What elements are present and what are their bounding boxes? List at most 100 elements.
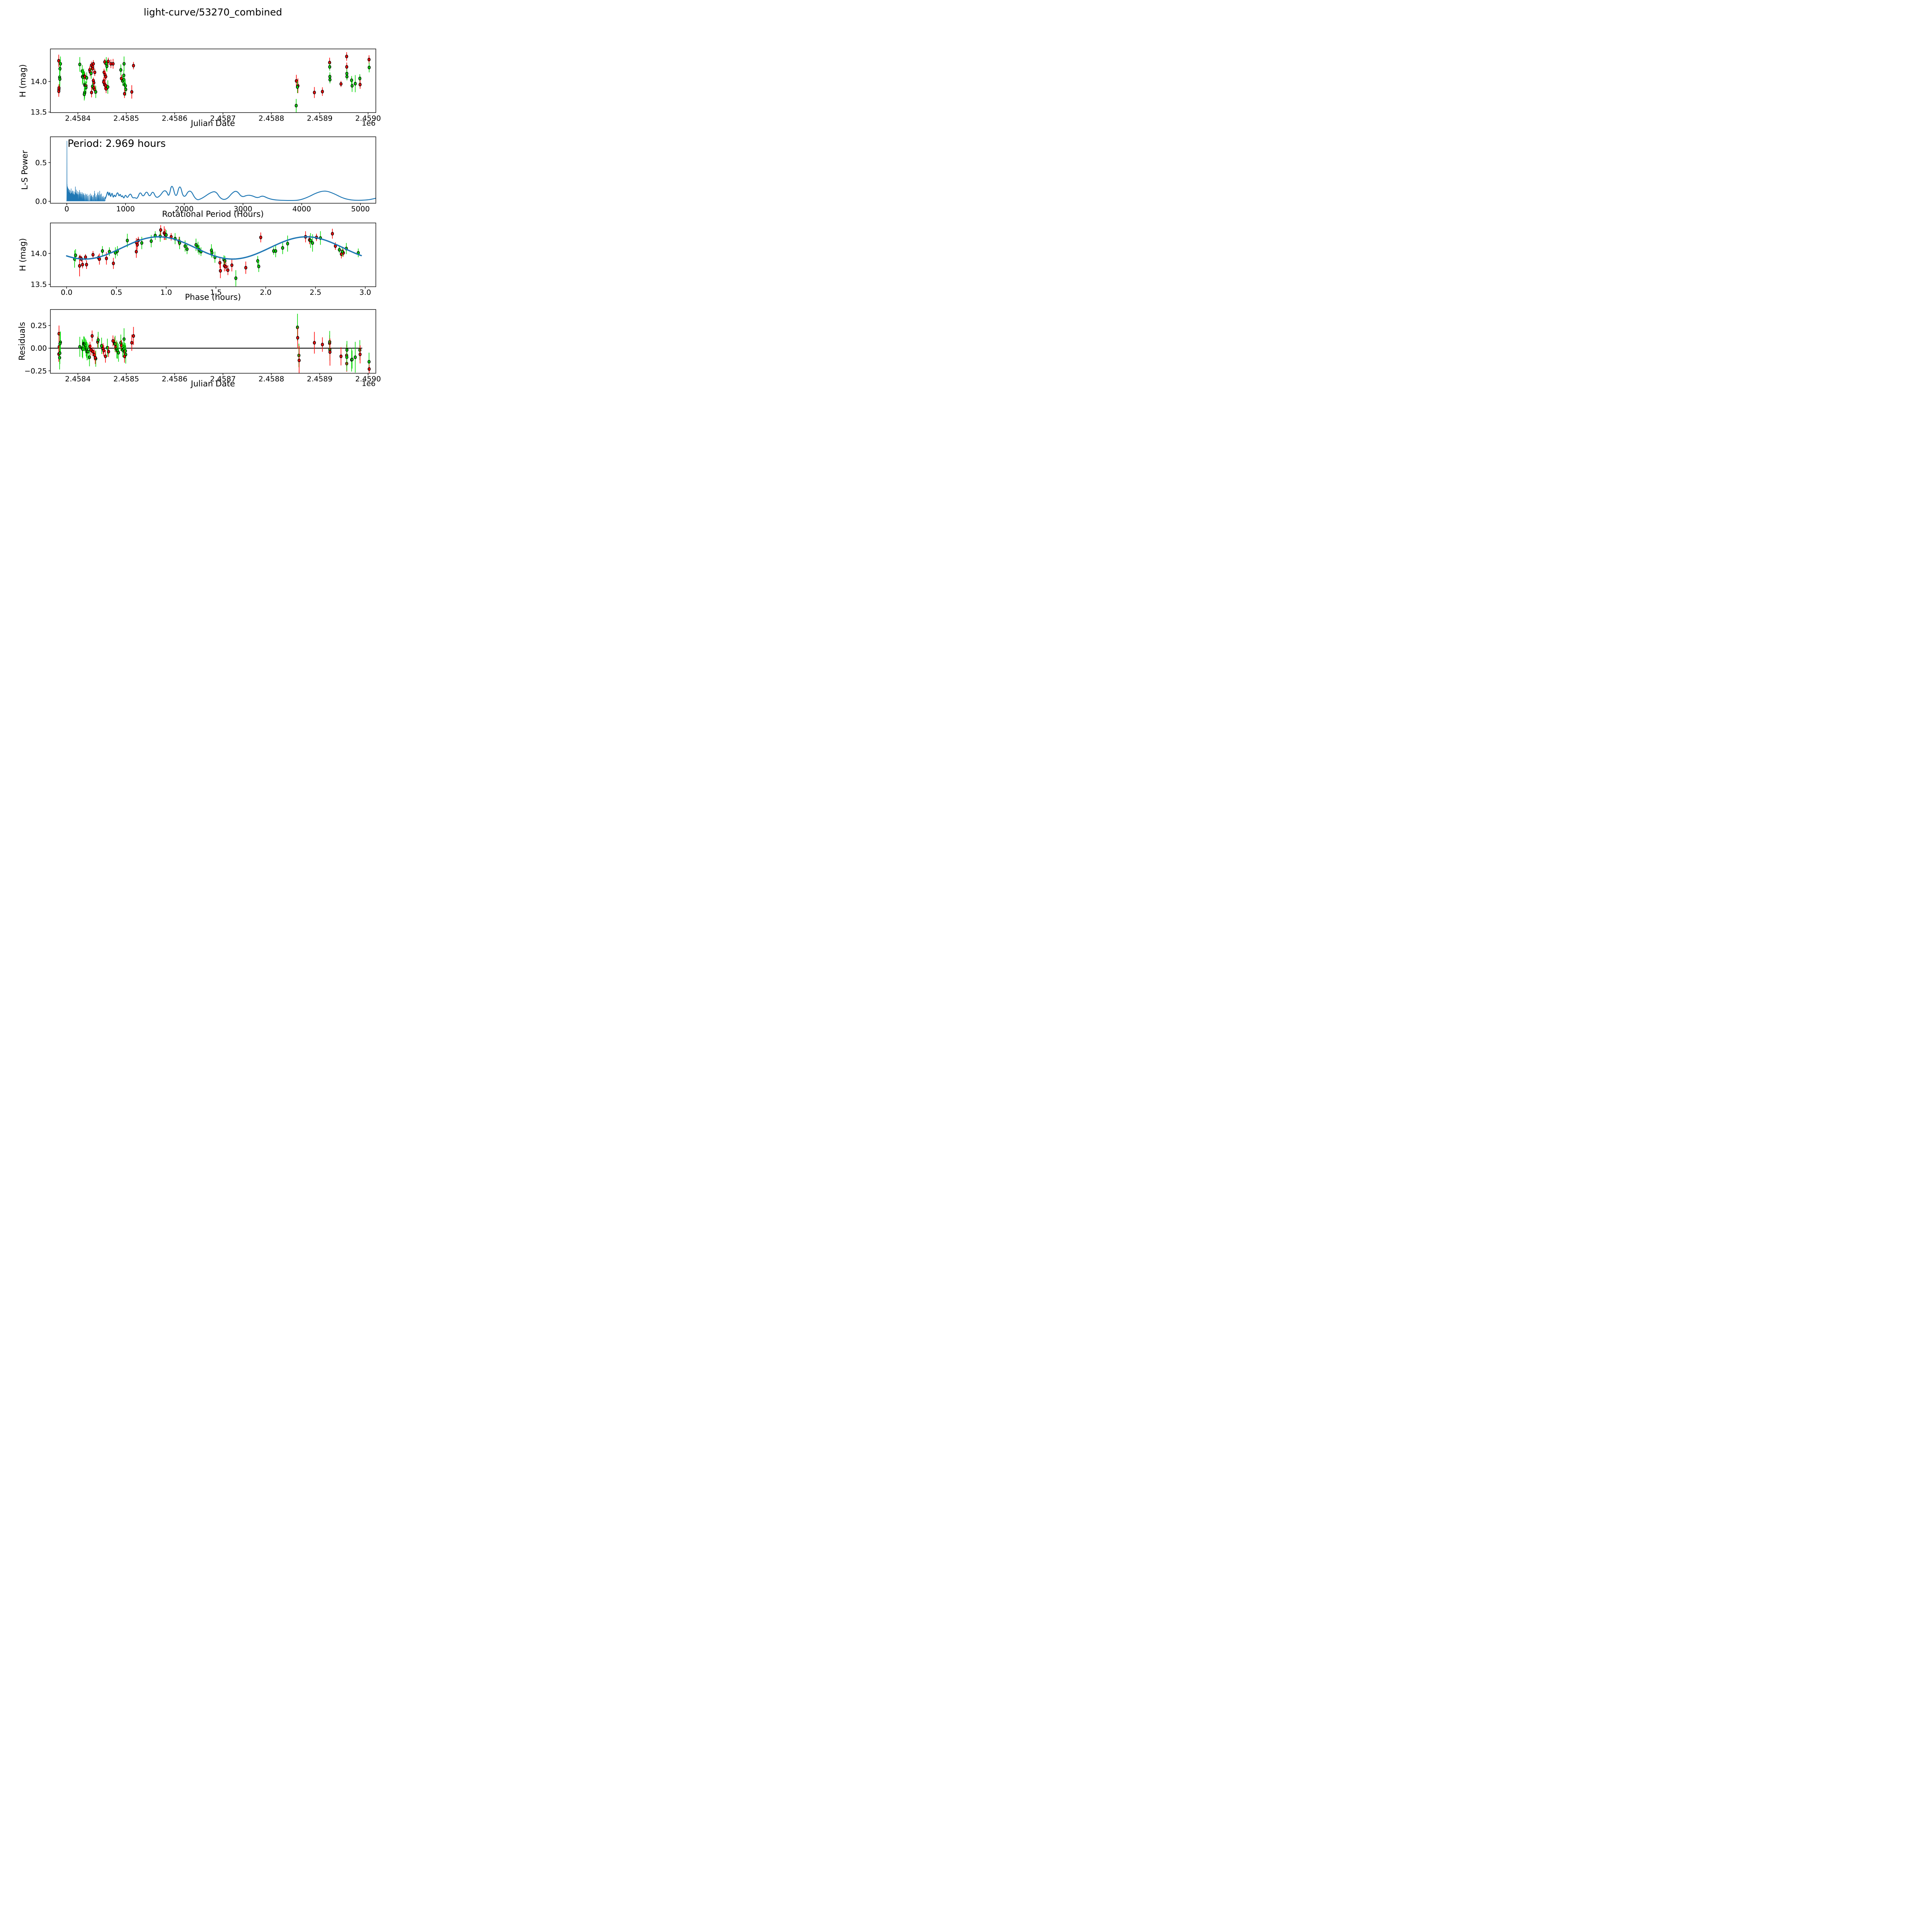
x-tick-label: 2.4584 (65, 114, 90, 122)
green-data-point (105, 346, 109, 350)
x-tick-label: 2.4588 (259, 114, 284, 122)
green-data-point (341, 250, 344, 253)
x-tick-label: 2.4585 (113, 375, 139, 383)
panel3-xlabel: Phase (hours) (185, 293, 241, 302)
panel4-ylabel: Residuals (17, 322, 27, 361)
red-data-point (104, 75, 107, 79)
x-tick-label: 2.4586 (162, 375, 187, 383)
x-tick-label: 5000 (351, 205, 370, 213)
green-data-point (367, 65, 371, 70)
green-data-point (85, 76, 88, 80)
x-tick-label: 1.5 (210, 288, 222, 297)
red-data-point (296, 336, 299, 340)
panel-periodogram: 0 1000 2000 3000 4000 5000 0.5 0.0 (35, 136, 376, 213)
periodogram-data (66, 141, 376, 202)
green-data-point (367, 360, 371, 364)
y-tick-label: 13.5 (31, 281, 47, 289)
green-data-point (83, 92, 86, 96)
green-data-point (294, 104, 298, 108)
red-data-point (359, 352, 362, 356)
periodogram-axes-frame (50, 136, 376, 204)
y-tick-label: 0.0 (35, 197, 47, 206)
phase-axes-frame (50, 223, 376, 287)
green-data-point (165, 233, 168, 237)
residuals-axes-frame (50, 309, 376, 374)
red-data-point (298, 359, 301, 362)
red-data-point (105, 257, 108, 260)
green-data-point (117, 351, 120, 355)
phase-data (66, 225, 362, 286)
green-data-point (124, 87, 128, 92)
red-data-point (93, 70, 97, 74)
green-data-point (78, 345, 82, 349)
red-data-point (132, 334, 135, 338)
x-tick-label: 0.5 (111, 288, 122, 297)
green-data-point (286, 242, 289, 246)
green-data-point (150, 239, 153, 243)
red-data-point (218, 261, 222, 265)
red-data-point (112, 261, 115, 265)
red-data-point (104, 354, 107, 358)
y-tick-label: −0.25 (24, 367, 47, 375)
red-data-point (130, 90, 133, 94)
green-data-point (296, 85, 299, 89)
sine-fit-curve (66, 236, 362, 260)
red-data-point (84, 255, 87, 259)
panel-phase: 0.0 0.5 1.0 1.5 2.0 2.5 3.0 14.0 13.5 (31, 223, 376, 297)
red-data-point (313, 90, 316, 95)
green-data-point (358, 77, 362, 80)
red-data-point (219, 269, 222, 273)
red-data-point (85, 263, 88, 267)
red-data-point (367, 58, 371, 61)
green-data-point (88, 355, 91, 359)
green-data-point (354, 355, 357, 359)
x-tick-label: 0.0 (61, 288, 72, 297)
x-tick-label: 2.4585 (113, 114, 139, 122)
x-tick-label: 2.5 (310, 288, 321, 297)
y-tick-label: 13.5 (31, 108, 47, 117)
x-tick-label: 2.4588 (259, 375, 284, 383)
green-data-point (311, 241, 314, 245)
red-data-point (107, 350, 110, 354)
green-data-point (140, 241, 143, 245)
red-data-point (94, 355, 97, 360)
red-data-point (91, 253, 95, 257)
x-tick-label: 2.4589 (307, 114, 332, 122)
green-data-point (97, 338, 100, 342)
green-data-point (328, 78, 332, 82)
green-data-point (101, 249, 104, 253)
red-data-point (123, 92, 126, 96)
panel1-xlabel: Julian Date (190, 119, 235, 128)
red-data-point (230, 263, 233, 267)
periodogram-spikes (66, 141, 105, 202)
red-data-point (345, 65, 349, 69)
green-data-point (354, 82, 357, 86)
red-data-point (224, 265, 228, 269)
y-tick-label: 14.0 (31, 78, 47, 86)
red-data-point (111, 62, 115, 66)
red-data-point (328, 350, 332, 354)
red-data-point (98, 257, 101, 261)
red-data-point (259, 235, 262, 240)
red-data-point (134, 250, 138, 253)
x-tick-label: 2.4587 (210, 114, 236, 122)
red-data-point (92, 81, 95, 85)
red-data-point (78, 264, 81, 268)
panel2-xlabel: Rotational Period (Hours) (162, 209, 264, 219)
red-data-point (90, 90, 93, 95)
red-data-point (331, 232, 334, 236)
red-data-point (102, 349, 105, 352)
green-data-point (86, 350, 90, 354)
x-tick-label: 2.4590 (355, 375, 381, 383)
red-data-point (57, 89, 61, 93)
x-tick-label: 2.4584 (65, 375, 90, 383)
red-data-point (345, 54, 349, 58)
x-tick-label: 1000 (116, 205, 135, 213)
green-data-point (274, 249, 277, 253)
y-tick-label: 14.0 (31, 250, 47, 258)
panel1-axis-offset-label: 1e6 (362, 119, 376, 128)
x-tick-label: 1.0 (160, 288, 172, 297)
red-data-point (90, 334, 94, 338)
green-data-point (74, 253, 77, 257)
y-tick-label: 0.5 (35, 158, 47, 167)
